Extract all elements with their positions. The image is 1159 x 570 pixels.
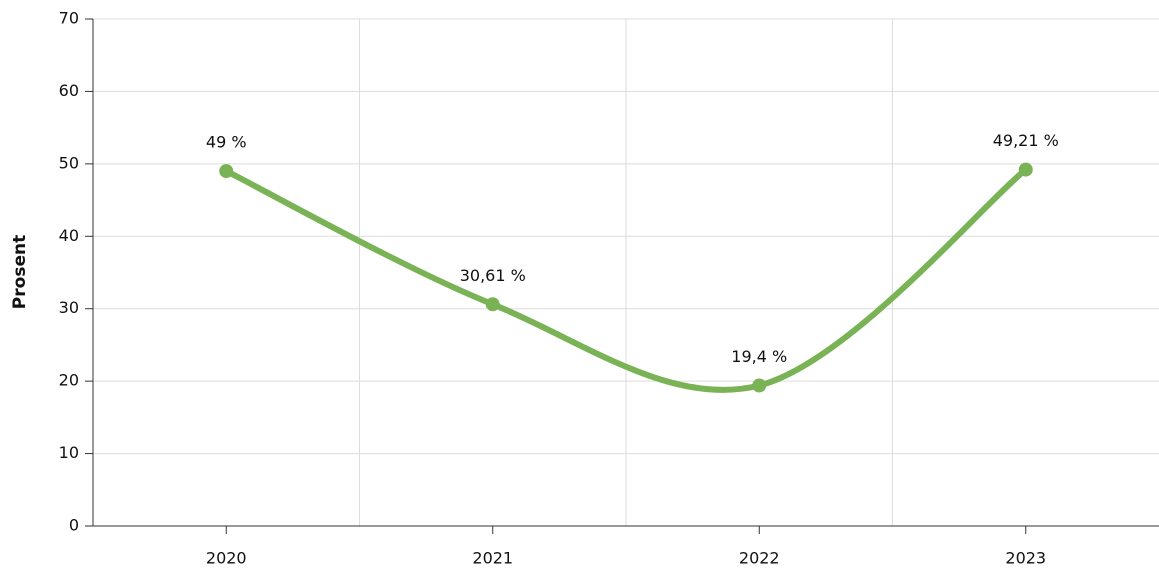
y-tick-label: 40 [59,226,79,245]
x-tick-label: 2021 [472,549,513,568]
y-axis-title: Prosent [10,235,30,309]
y-tick-label: 20 [59,371,79,390]
point [1018,162,1033,177]
x-tick-label: 2023 [1005,549,1046,568]
y-tick-label: 60 [59,81,79,100]
y-tick-label: 50 [59,153,79,172]
x-tick-label: 2022 [739,549,780,568]
y-tick-label: 30 [59,298,79,317]
y-tick-label: 0 [69,516,79,535]
y-tick-label: 10 [59,443,79,462]
data-label: 49,21 % [993,131,1059,150]
point [219,164,234,179]
data-label: 30,61 % [460,266,526,285]
data-label: 19,4 % [731,347,787,366]
point [485,297,500,312]
point [752,378,767,393]
line [223,166,1029,393]
data-label: 49 % [206,133,247,152]
y-tick-label: 70 [59,9,79,28]
x-tick-label: 2020 [206,549,247,568]
